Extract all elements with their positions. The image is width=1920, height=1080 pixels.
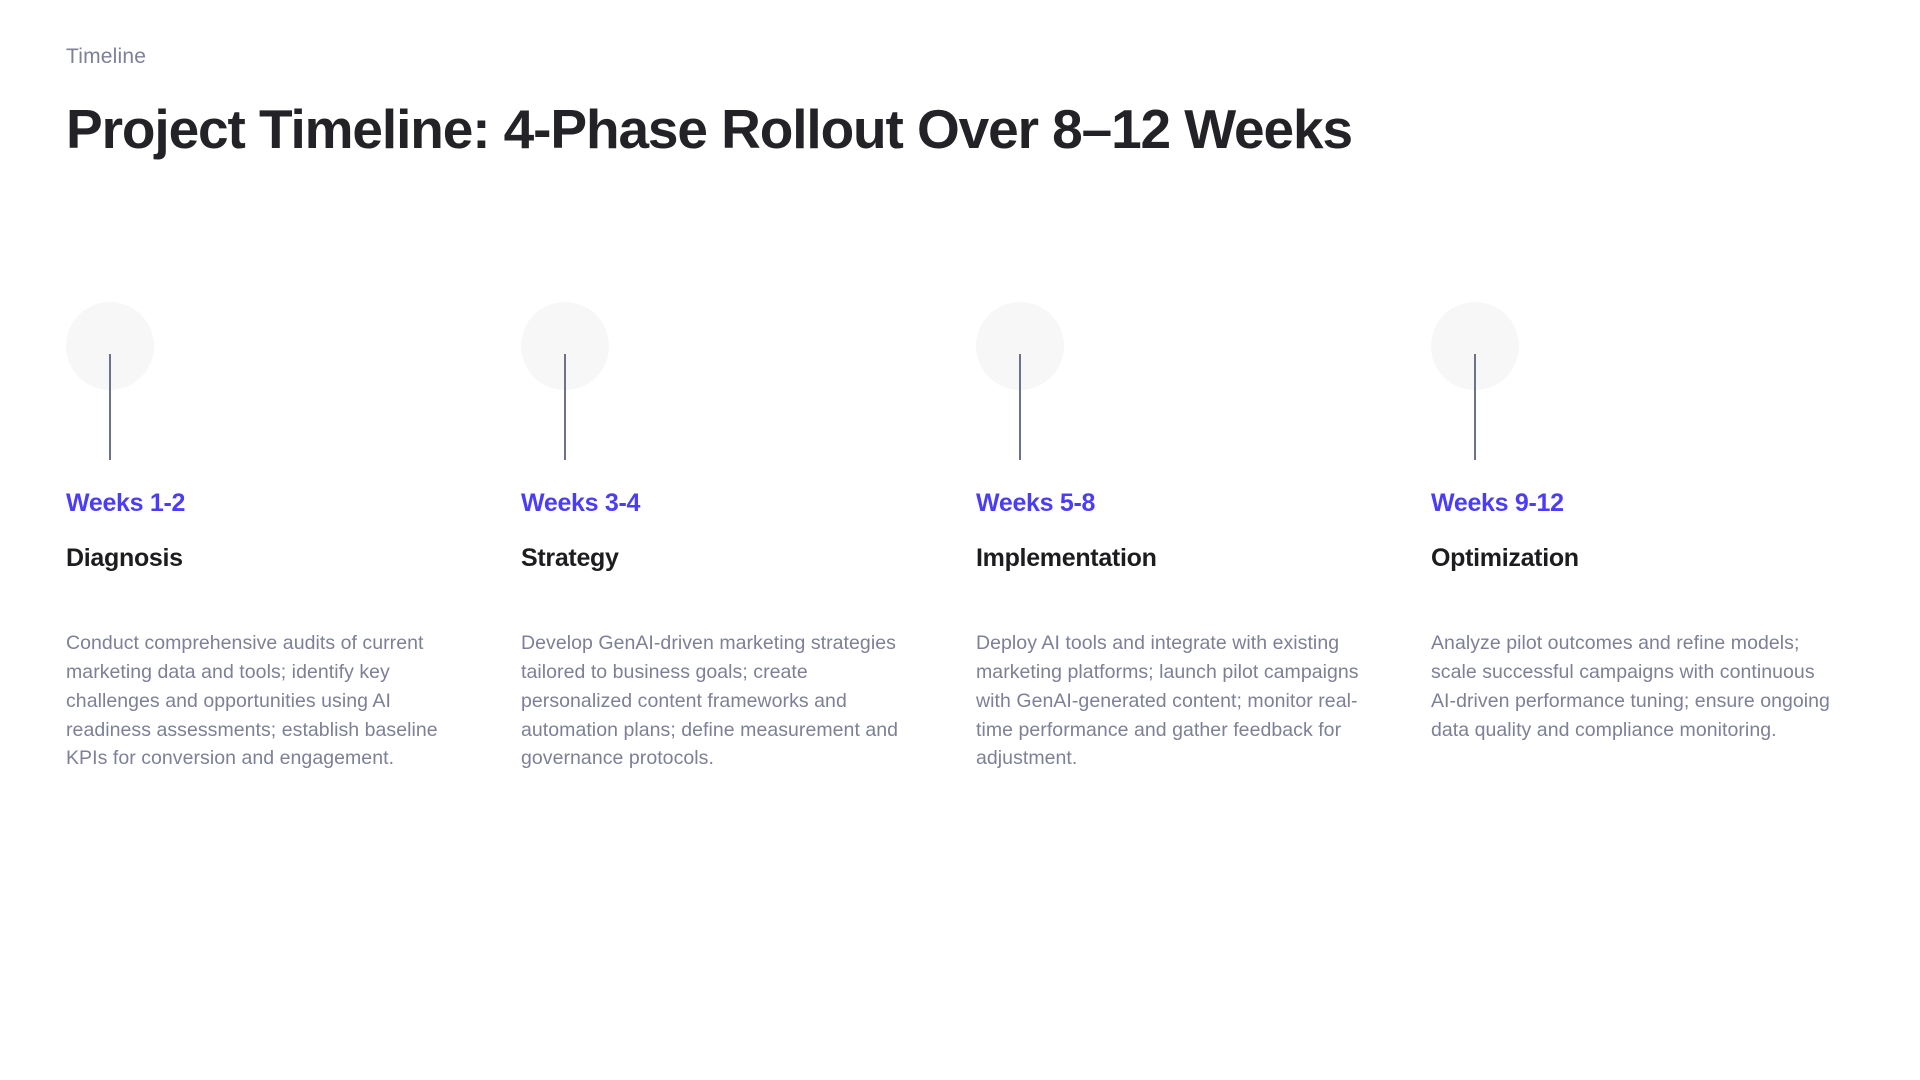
phase-marker [1431,302,1519,460]
slide-header: Timeline Project Timeline: 4-Phase Rollo… [66,44,1856,161]
phase-marker [66,302,154,460]
phase-name-label: Optimization [1431,544,1579,572]
phase-description: Analyze pilot outcomes and refine models… [1431,632,1830,741]
phase-name-label: Strategy [521,544,619,572]
phase-marker [976,302,1064,460]
page-title: Project Timeline: 4-Phase Rollout Over 8… [66,98,1353,161]
phase-weeks-label: Weeks 3-4 [521,489,641,517]
phase-weeks-label: Weeks 5-8 [976,489,1096,517]
phase-description: Deploy AI tools and integrate with exist… [976,632,1359,770]
timeline-phase: Weeks 1-2 Diagnosis Conduct comprehensiv… [66,302,521,773]
timeline-phase: Weeks 9-12 Optimization Analyze pilot ou… [1431,302,1886,744]
phase-description: Conduct comprehensive audits of current … [66,632,438,770]
marker-stem-icon [109,354,111,460]
timeline-phase: Weeks 5-8 Implementation Deploy AI tools… [976,302,1431,773]
marker-stem-icon [1474,354,1476,460]
phase-name-label: Implementation [976,544,1157,572]
timeline-phase: Weeks 3-4 Strategy Develop GenAI-driven … [521,302,976,773]
marker-stem-icon [1019,354,1021,460]
phase-weeks-label: Weeks 1-2 [66,489,186,517]
phase-description: Develop GenAI-driven marketing strategie… [521,632,899,770]
phase-weeks-label: Weeks 9-12 [1431,489,1564,517]
timeline-track: Weeks 1-2 Diagnosis Conduct comprehensiv… [66,302,1866,773]
phase-name-label: Diagnosis [66,544,183,572]
phase-marker [521,302,609,460]
marker-stem-icon [564,354,566,460]
eyebrow-label: Timeline [66,45,147,68]
